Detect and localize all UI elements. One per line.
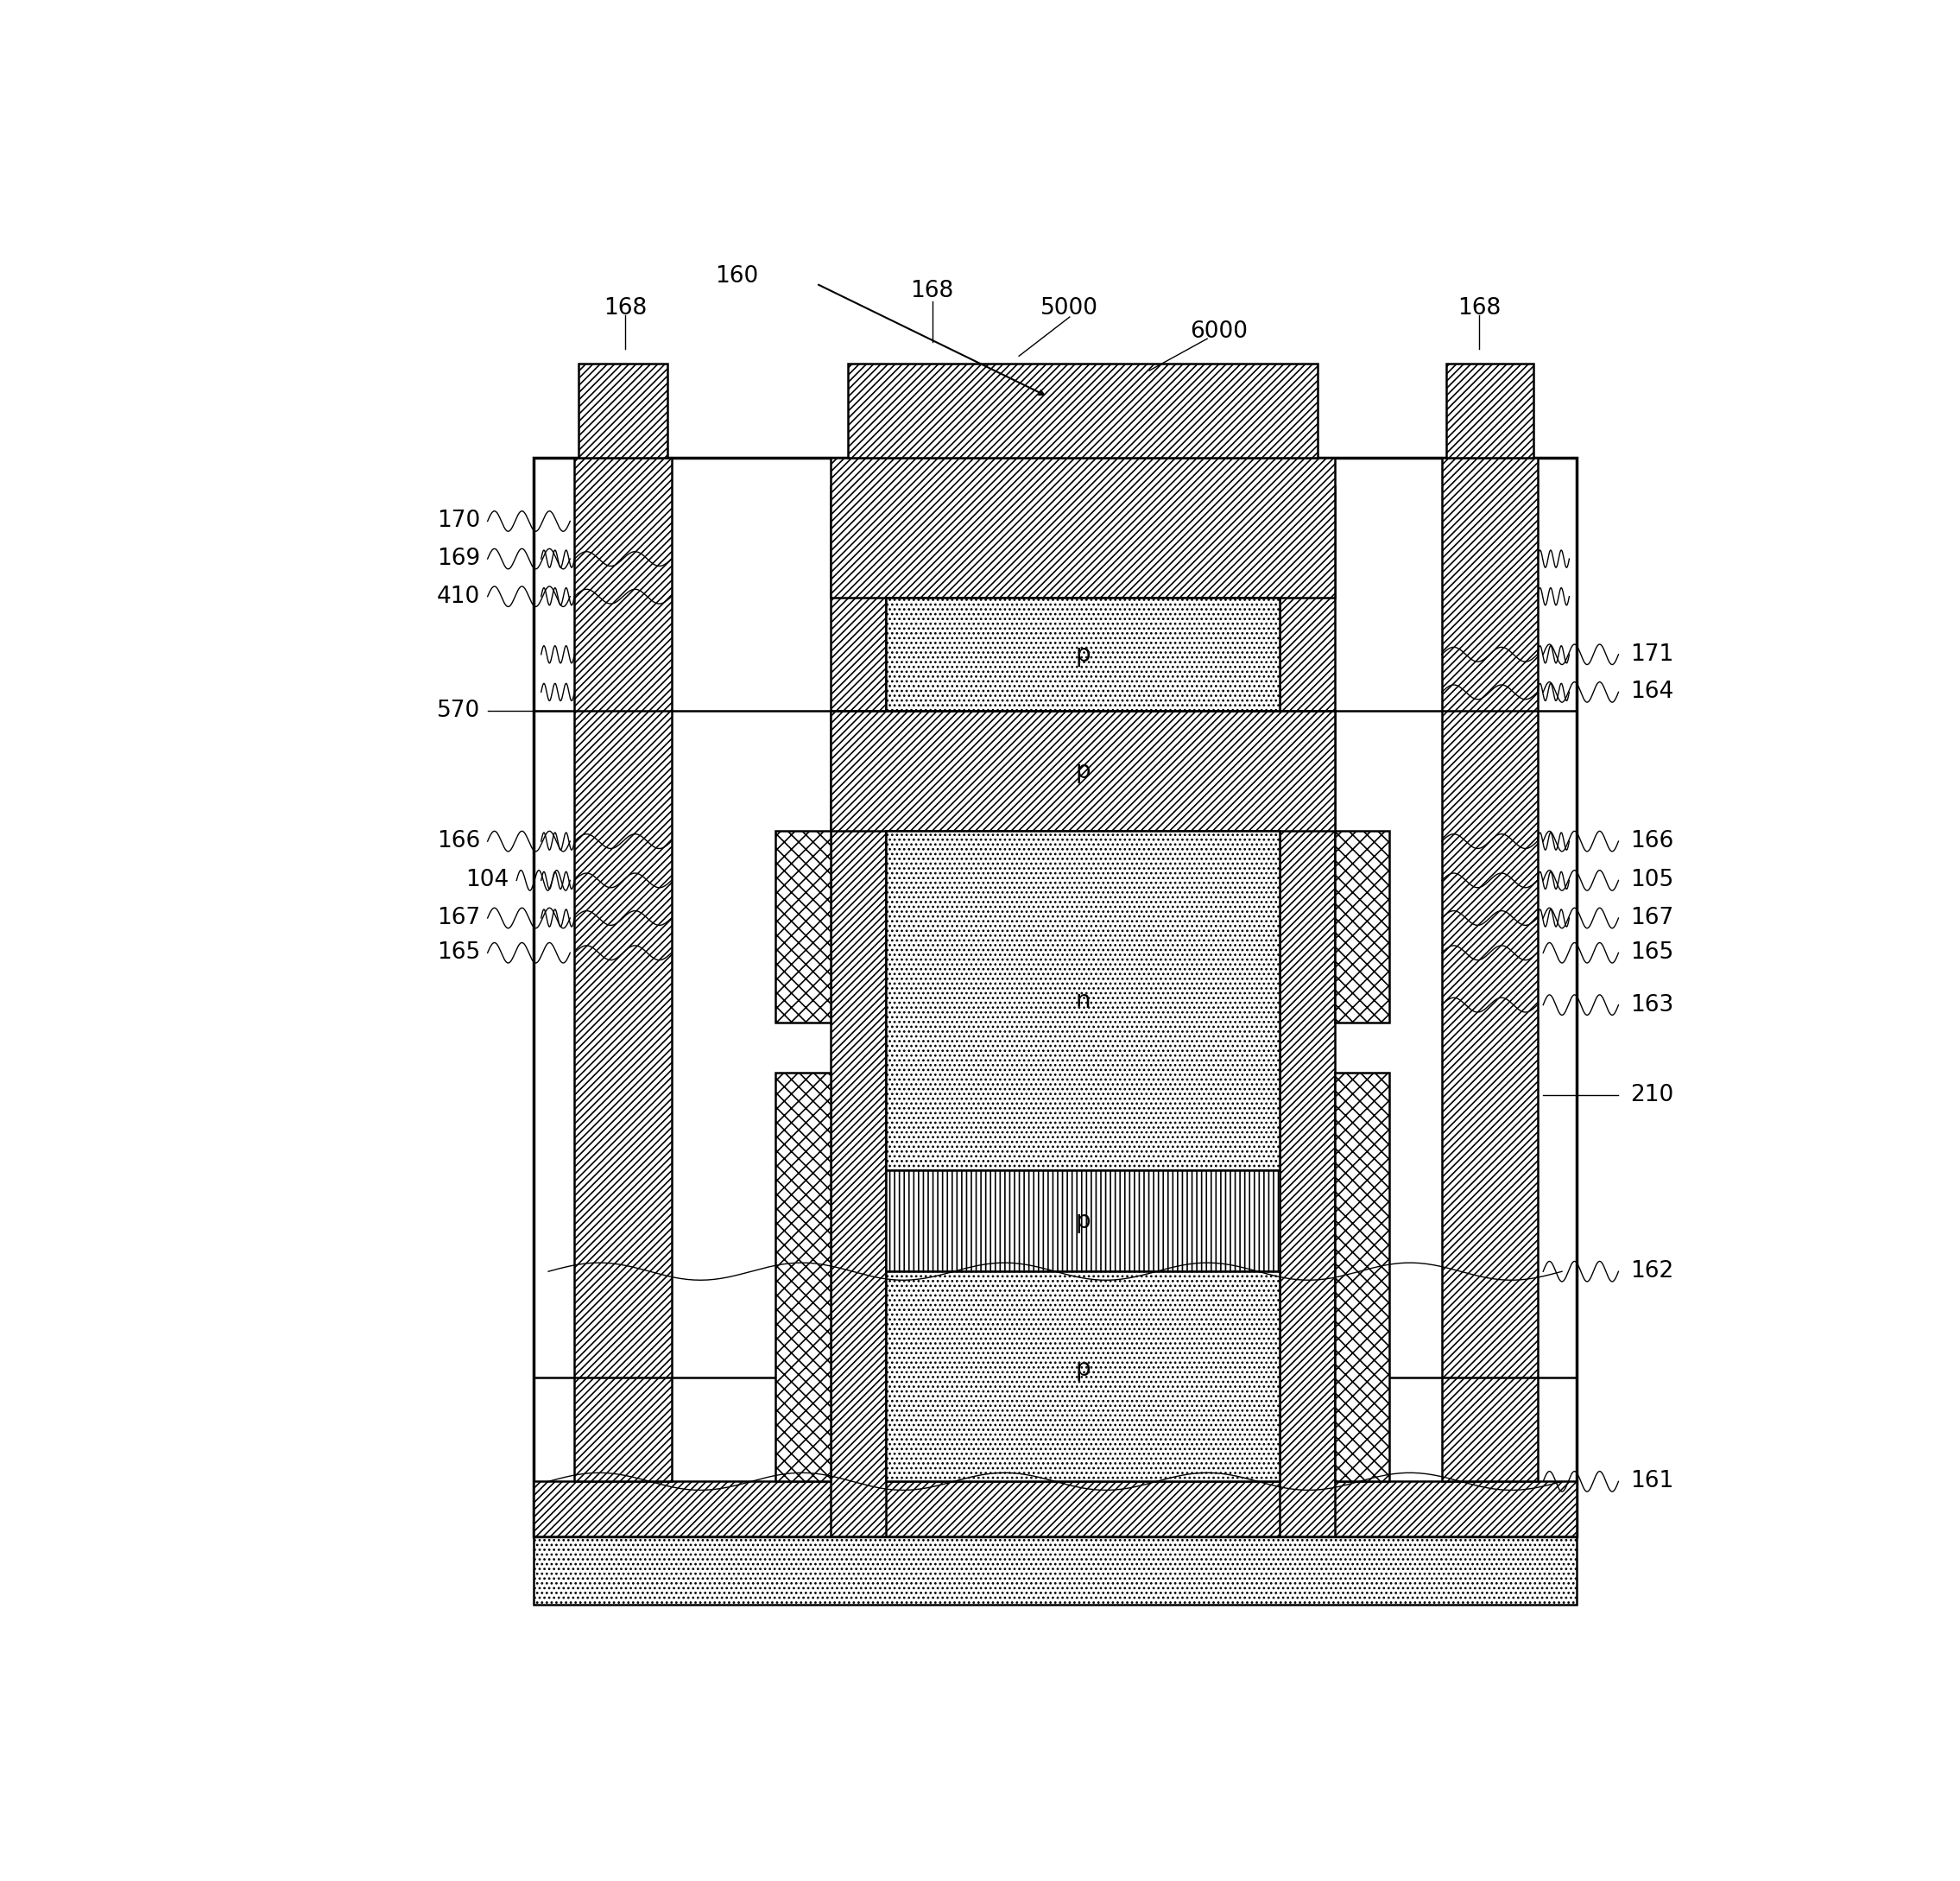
Bar bbox=[849, 363, 1317, 457]
Text: 166: 166 bbox=[1631, 830, 1674, 852]
Text: p: p bbox=[1076, 1209, 1090, 1232]
Bar bbox=[886, 598, 1280, 711]
Text: 410: 410 bbox=[437, 585, 480, 608]
Bar bbox=[533, 1482, 1576, 1537]
Text: 171: 171 bbox=[1631, 643, 1674, 666]
Text: 160: 160 bbox=[715, 265, 759, 288]
Bar bbox=[533, 1377, 1576, 1604]
Text: 165: 165 bbox=[1631, 942, 1674, 965]
Text: p: p bbox=[1076, 758, 1090, 782]
Bar bbox=[533, 1181, 1576, 1377]
Text: 570: 570 bbox=[437, 700, 480, 722]
Text: p: p bbox=[1076, 1356, 1090, 1381]
Text: 164: 164 bbox=[1631, 681, 1674, 703]
Bar bbox=[776, 831, 831, 1023]
Text: 162: 162 bbox=[1631, 1260, 1674, 1283]
Text: 161: 161 bbox=[1631, 1471, 1674, 1494]
Text: n: n bbox=[1076, 989, 1090, 1012]
Text: 5000: 5000 bbox=[1041, 297, 1100, 320]
Bar bbox=[1443, 457, 1537, 1482]
Text: 6000: 6000 bbox=[1190, 320, 1249, 342]
Text: 168: 168 bbox=[604, 297, 647, 320]
Bar bbox=[831, 487, 886, 1537]
Bar bbox=[1335, 831, 1390, 1023]
Text: 104: 104 bbox=[466, 869, 510, 892]
Bar bbox=[831, 711, 1335, 831]
Bar bbox=[1280, 487, 1335, 1537]
Bar bbox=[1446, 363, 1533, 457]
Bar bbox=[533, 457, 1576, 1537]
Text: 105: 105 bbox=[1631, 869, 1674, 892]
Bar bbox=[886, 1272, 1280, 1482]
Text: 168: 168 bbox=[1458, 297, 1501, 320]
Text: p: p bbox=[1076, 641, 1090, 666]
Text: 169: 169 bbox=[437, 547, 480, 570]
Bar bbox=[578, 363, 666, 457]
Text: 165: 165 bbox=[437, 942, 480, 965]
Bar bbox=[1335, 1072, 1390, 1482]
Text: 166: 166 bbox=[437, 830, 480, 852]
Bar bbox=[776, 1072, 831, 1482]
Text: 167: 167 bbox=[437, 907, 480, 929]
Text: 163: 163 bbox=[1631, 993, 1674, 1016]
Bar bbox=[886, 831, 1280, 1170]
Bar bbox=[574, 457, 672, 1482]
Text: 170: 170 bbox=[437, 510, 480, 532]
Text: 210: 210 bbox=[1631, 1083, 1674, 1106]
Bar bbox=[831, 457, 1335, 598]
Text: 167: 167 bbox=[1631, 907, 1674, 929]
Bar bbox=[886, 1170, 1280, 1272]
Text: 168: 168 bbox=[909, 280, 955, 303]
